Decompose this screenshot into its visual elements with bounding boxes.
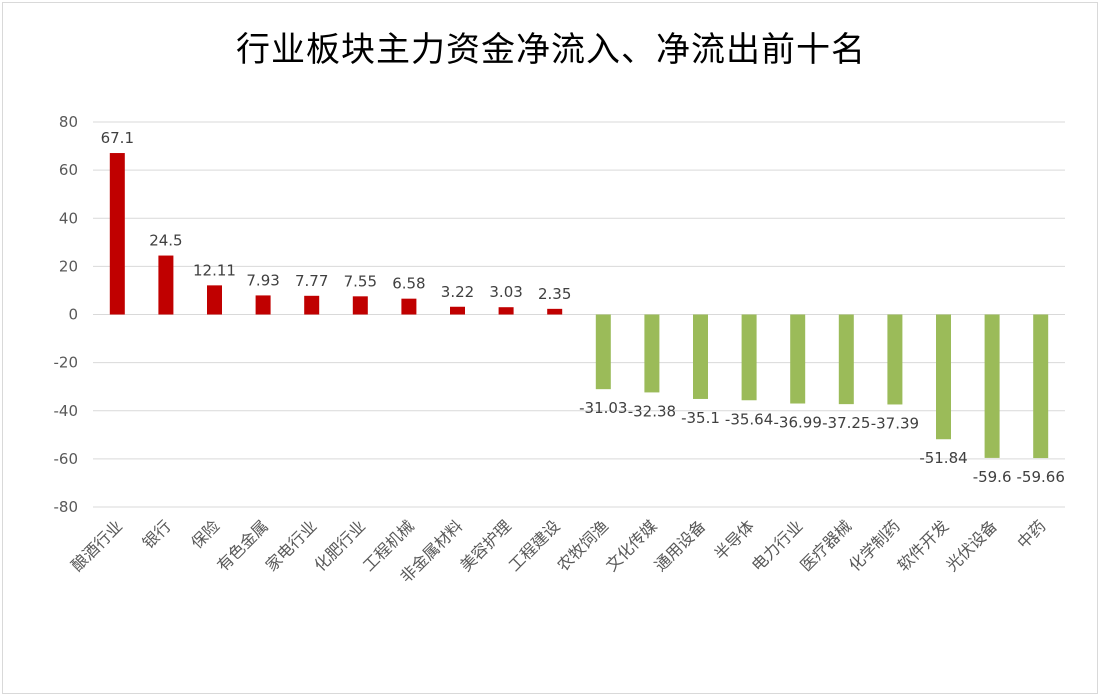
bar [401,298,417,315]
data-label: -35.1 [681,409,720,427]
data-label: 6.58 [392,275,425,293]
bar [984,314,1000,458]
data-label: 3.22 [441,283,474,301]
y-tick-label: -80 [54,498,79,516]
data-label: -59.66 [1017,468,1065,486]
y-tick-label: 0 [68,306,78,324]
x-tick-label: 美容护理 [456,516,515,575]
data-labels: 67.1 24.5 12.11 7.93 7.77 7.55 6.58 3.22 3.03 2.3… [101,129,1065,486]
data-label: 67.1 [101,129,134,147]
bar [109,153,125,315]
bar [838,314,854,405]
y-tick-label: 60 [59,161,78,179]
data-label: 12.11 [193,261,236,279]
bar [158,255,174,315]
bar [693,314,708,399]
bar [352,296,368,315]
bar [498,307,514,315]
x-tick-label: 文化传媒 [602,516,661,575]
bars [109,153,1049,459]
y-tick-label: -20 [54,354,79,372]
x-tick-label: 半导体 [711,516,758,563]
y-tick-label: 40 [59,209,78,227]
data-label: 2.35 [538,285,571,303]
data-label: -31.03 [579,399,627,417]
x-tick-label: 化学制药 [845,516,904,575]
data-label: -37.39 [871,414,919,432]
data-label: 7.93 [246,271,279,289]
data-label: -59.6 [973,468,1012,486]
bar [450,306,465,315]
x-tick-label: 通用设备 [651,516,710,575]
bar [304,295,320,315]
x-tick-label: 中药 [1013,516,1049,552]
data-label: 7.77 [295,272,328,290]
x-tick-label: 保险 [187,516,223,552]
data-label: -36.99 [774,414,822,432]
bar [887,314,903,405]
bar [1033,314,1049,459]
x-tick-label: 医疗器械 [796,516,855,575]
x-tick-label: 有色金属 [213,516,272,575]
data-label: 24.5 [149,232,182,250]
y-axis: 80 60 40 20 0 -20 -40 -60 -80 [54,113,79,516]
y-tick-label: 80 [59,113,78,131]
y-tick-label: 20 [59,257,78,275]
bar [547,308,563,315]
data-label: 3.03 [489,283,522,301]
bar [255,295,271,315]
data-label: -35.64 [725,410,773,428]
chart-title: 行业板块主力资金净流入、净流出前十名 [236,30,866,70]
x-tick-label: 软件开发 [894,516,953,575]
data-label: 7.55 [344,272,377,290]
grid-lines [93,121,1065,508]
x-tick-label: 光伏设备 [942,516,1001,575]
bar [936,314,951,440]
bar [207,285,222,315]
bar [741,314,757,401]
y-tick-label: -60 [54,450,79,468]
x-tick-label: 电力行业 [748,516,807,575]
bar [790,314,806,404]
data-label: -37.25 [822,414,870,432]
bar [644,314,660,393]
x-axis: 酿酒行业 银行 保险有色金属家电行业化肥行业工程机械非金属材料美容护理工程建设农牧饲… [67,516,1049,586]
y-tick-label: -40 [54,402,79,420]
x-tick-label: 农牧饲渔 [553,516,612,575]
data-label: -32.38 [628,402,676,420]
x-tick-label: 工程建设 [505,516,564,575]
x-tick-label: 银行 [139,516,175,552]
x-tick-label: 酿酒行业 [67,516,126,575]
x-tick-label: 家电行业 [262,516,321,575]
data-label: -51.84 [919,449,967,467]
x-tick-label: 化肥行业 [310,516,369,575]
bar [595,314,611,390]
